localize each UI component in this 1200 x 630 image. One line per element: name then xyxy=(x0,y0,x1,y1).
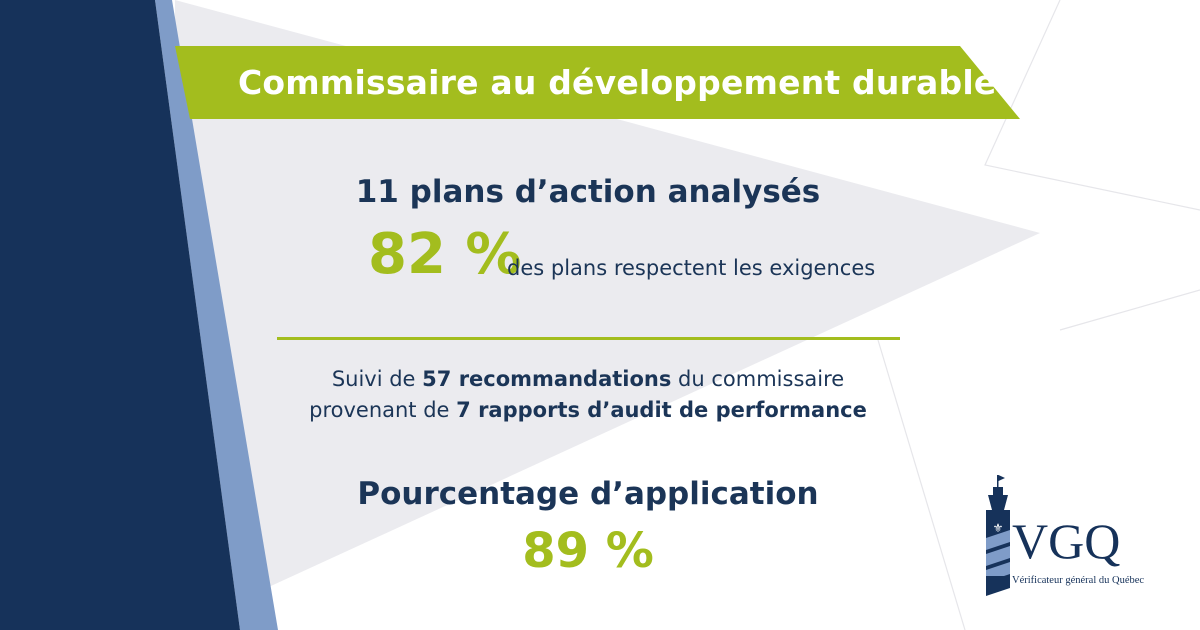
followup-line-1-pre: Suivi de xyxy=(331,367,423,391)
decorative-line xyxy=(984,0,1200,211)
decorative-line xyxy=(877,339,966,630)
followup-reports: 7 rapports d’audit de performance xyxy=(456,398,867,422)
plans-percent: 82 % xyxy=(368,222,522,287)
application-percent: 89 % xyxy=(522,523,654,579)
navy-band xyxy=(0,0,240,630)
followup-line-2: provenant de 7 rapports d’audit de perfo… xyxy=(0,398,1176,422)
green-divider xyxy=(277,337,900,340)
green-banner xyxy=(175,46,1020,119)
followup-line-1-post: du commissaire xyxy=(671,367,845,391)
svg-text:⚜: ⚜ xyxy=(993,521,1004,535)
logo-letters: VGQ xyxy=(1012,513,1120,569)
banner-title: Commissaire au développement durable xyxy=(238,63,997,102)
followup-recommendations: 57 recommandations xyxy=(422,367,672,391)
plans-caption: des plans respectent les exigences xyxy=(507,256,876,280)
logo-tagline: Vérificateur général du Québec xyxy=(1012,575,1144,586)
followup-line-2-pre: provenant de xyxy=(309,398,457,422)
decorative-line xyxy=(1059,289,1200,331)
light-blue-stripe xyxy=(155,0,278,630)
gray-triangle xyxy=(175,0,1040,630)
plans-heading: 11 plans d’action analysés xyxy=(355,174,821,210)
application-heading: Pourcentage d’application xyxy=(357,476,819,512)
followup-line-1: Suivi de 57 recommandations du commissai… xyxy=(0,367,1176,391)
tower-icon: ⚜ xyxy=(986,475,1010,596)
vgq-logo: ⚜ VGQ Vérificateur général du Québec xyxy=(986,475,1144,596)
